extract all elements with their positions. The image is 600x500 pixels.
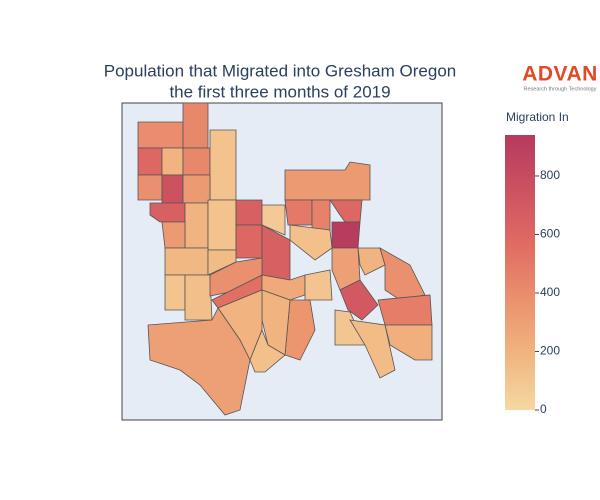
colorbar xyxy=(505,135,535,410)
region xyxy=(164,247,209,276)
colorbar-tick-label: 0 xyxy=(540,402,547,416)
region xyxy=(249,328,286,373)
region xyxy=(289,224,333,261)
colorbar-tick-label: 800 xyxy=(540,168,560,182)
region xyxy=(182,174,211,204)
region xyxy=(137,147,163,176)
region xyxy=(357,247,386,276)
region xyxy=(304,269,333,301)
region xyxy=(235,224,263,259)
region xyxy=(377,294,433,326)
region xyxy=(137,121,184,149)
region xyxy=(182,102,209,149)
region xyxy=(164,274,186,311)
region xyxy=(349,319,396,379)
brand-tagline: Research through Technology xyxy=(524,86,597,92)
region xyxy=(311,199,331,231)
region xyxy=(182,147,211,176)
region xyxy=(161,147,184,176)
region xyxy=(209,129,237,201)
region xyxy=(339,279,379,321)
colorbar-tick-label: 200 xyxy=(540,344,560,358)
region xyxy=(161,221,186,249)
region xyxy=(235,199,263,226)
region xyxy=(261,204,286,236)
region xyxy=(284,199,313,226)
region xyxy=(207,199,237,251)
brand-logo: ADVAN xyxy=(522,63,598,86)
colorbar-tick-label: 400 xyxy=(540,285,560,299)
title-line: Population that Migrated into Gresham Or… xyxy=(104,61,456,80)
region xyxy=(331,221,361,249)
colorbar-tick-label: 600 xyxy=(540,227,560,241)
regions xyxy=(137,102,433,416)
colorbar-title: Migration In xyxy=(506,110,569,124)
colorbar-ticks: 0 200 400 600 800 xyxy=(535,168,560,416)
region xyxy=(161,174,184,204)
title-line: the first three months of 2019 xyxy=(169,82,390,101)
region xyxy=(149,202,186,223)
region xyxy=(147,307,251,416)
region xyxy=(137,174,163,201)
region xyxy=(384,324,433,361)
region xyxy=(184,202,209,249)
region xyxy=(184,274,213,321)
